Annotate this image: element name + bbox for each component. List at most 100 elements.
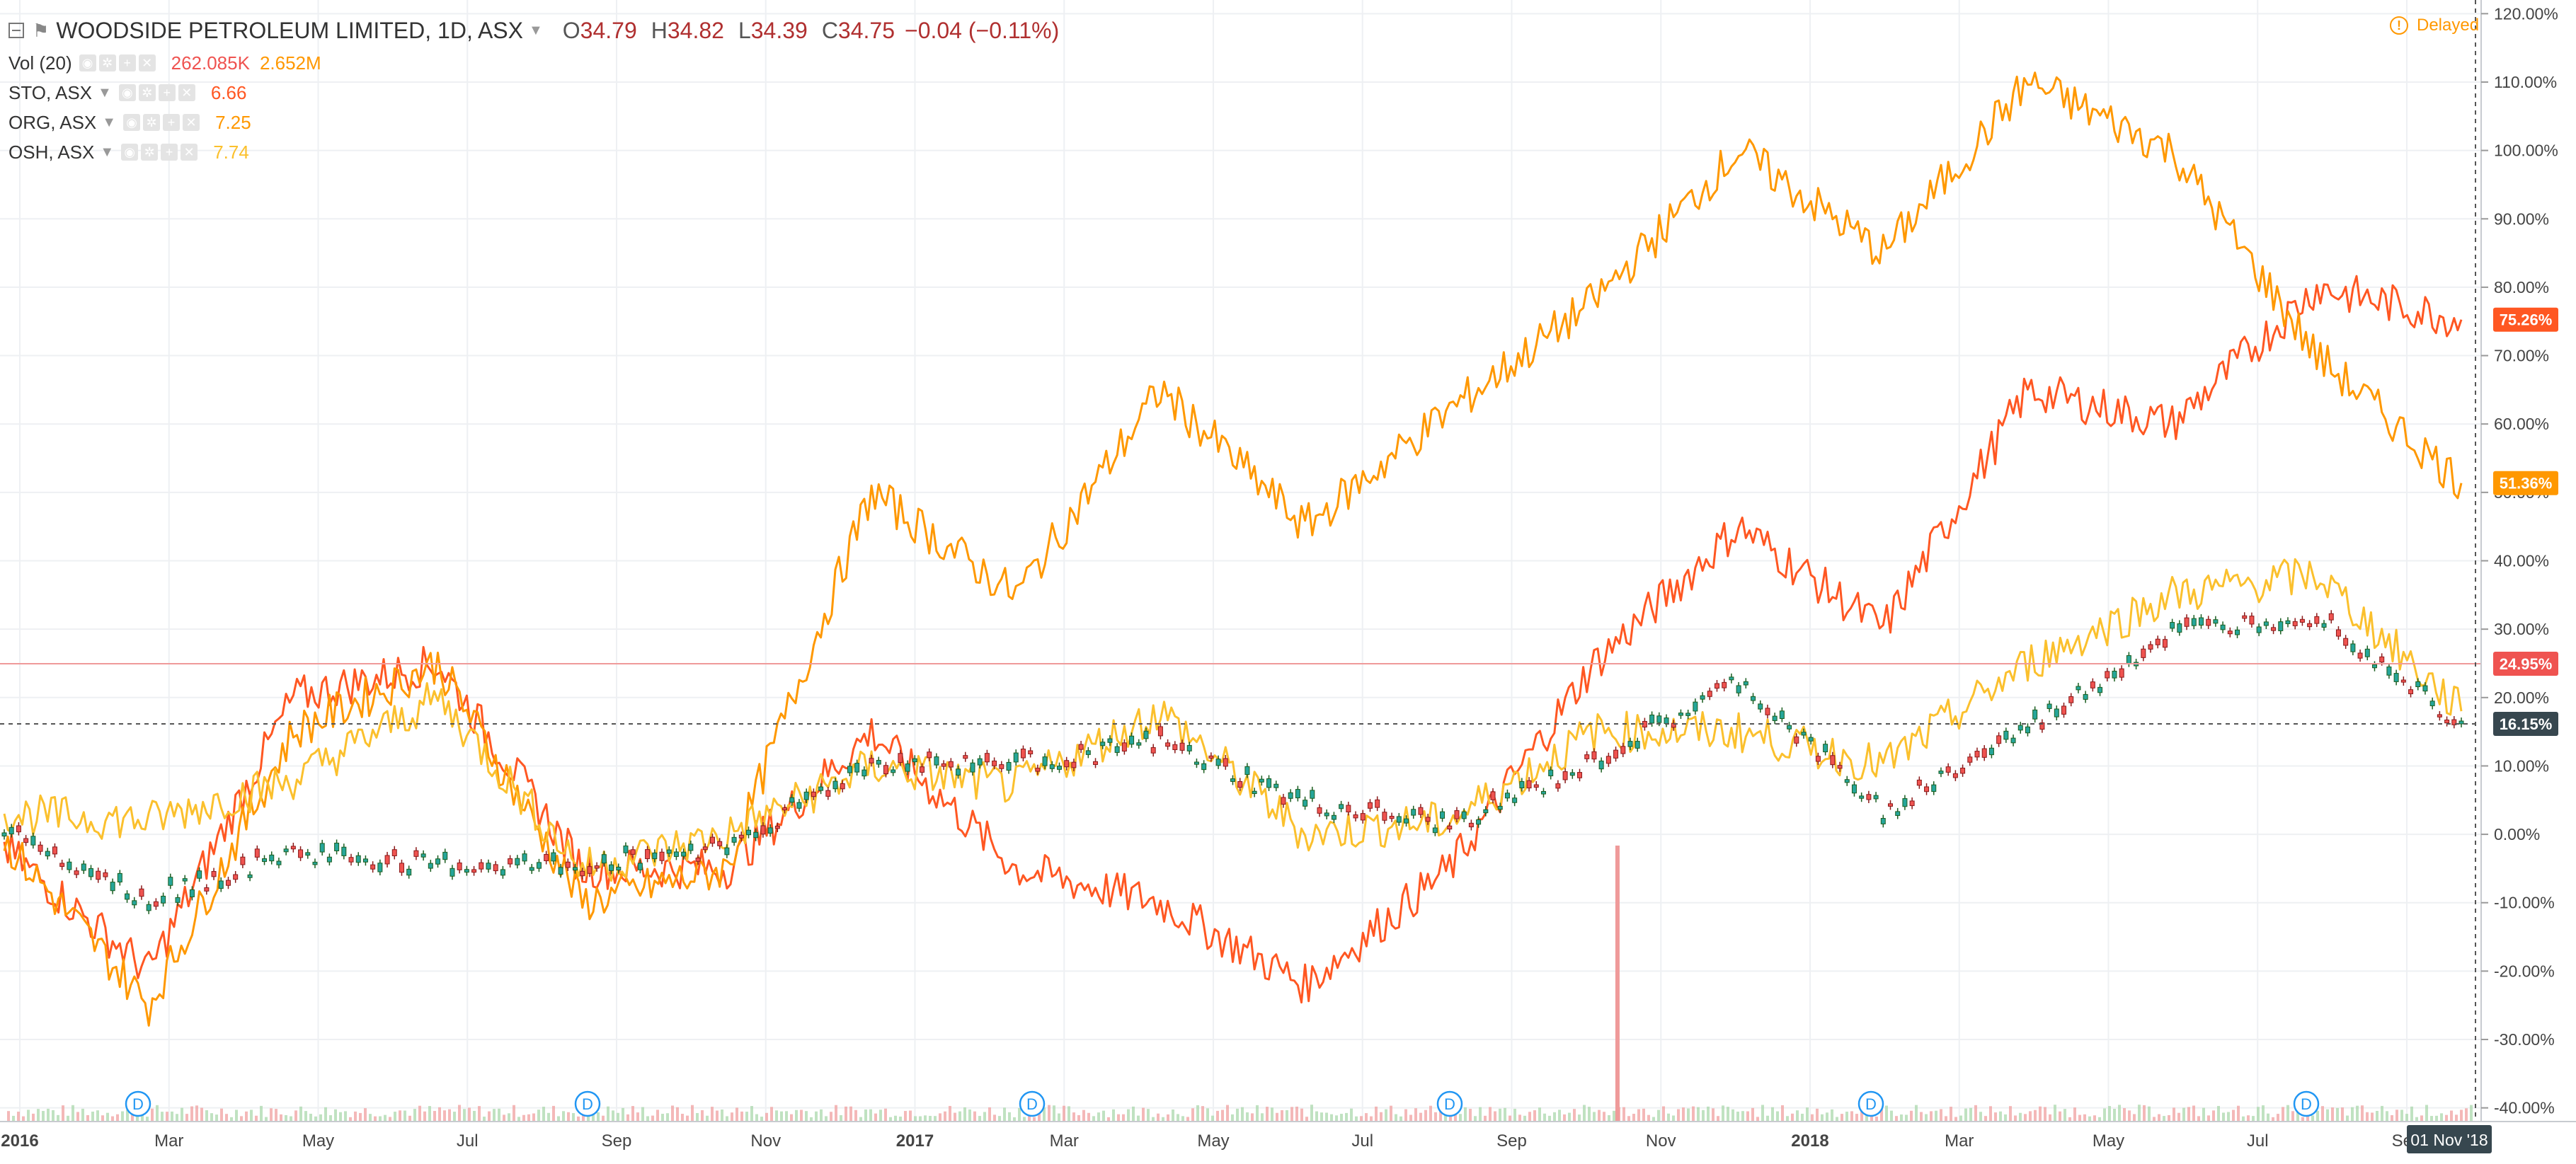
candle-body <box>2112 670 2117 679</box>
indicator-row-sto[interactable]: STO, ASX ▼ ◉ ✲ + ✕ 6.66 <box>8 78 1059 108</box>
main-series-row[interactable]: ⚑ WOODSIDE PETROLEUM LIMITED, 1D, ASX ▼ … <box>8 13 1059 48</box>
symbol-title[interactable]: WOODSIDE PETROLEUM LIMITED, 1D, ASX <box>56 17 523 43</box>
candle-body <box>2068 696 2074 703</box>
gear-icon[interactable]: ✲ <box>141 144 159 161</box>
volume-bar <box>1067 1106 1070 1122</box>
volume-bar <box>2470 1105 2473 1122</box>
candle-body <box>38 844 43 852</box>
candle-body <box>1028 750 1034 754</box>
volume-bar <box>1697 1107 1700 1122</box>
volume-bar <box>299 1106 302 1122</box>
series-line-org-asx <box>3 71 2463 1027</box>
candle-body <box>2393 673 2399 682</box>
candle-body <box>992 760 997 766</box>
volume-bar <box>413 1109 416 1122</box>
close-icon[interactable]: ✕ <box>183 114 200 131</box>
candle-body <box>211 871 217 877</box>
volume-bar <box>1533 1110 1536 1122</box>
dividend-marker[interactable]: D <box>1436 1090 1463 1117</box>
candle-body <box>2285 620 2291 624</box>
volume-bar <box>874 1113 877 1122</box>
gear-icon[interactable]: ✲ <box>98 54 116 71</box>
close-icon[interactable]: ✕ <box>178 84 195 101</box>
candle-body <box>1281 797 1286 805</box>
volume-bar <box>215 1114 218 1122</box>
gear-icon[interactable]: ✲ <box>138 84 156 101</box>
candle-body <box>1967 756 1973 763</box>
more-icon[interactable]: + <box>161 144 178 161</box>
candle-body <box>1411 809 1416 816</box>
delayed-indicator[interactable]: ! Delayed <box>2390 16 2479 35</box>
candle-body <box>1504 793 1510 799</box>
candle-body <box>348 857 354 863</box>
indicator-name[interactable]: OSH, ASX <box>8 141 95 163</box>
more-icon[interactable]: + <box>163 114 181 131</box>
volume-bar <box>1385 1109 1387 1122</box>
indicator-row-org[interactable]: ORG, ASX ▼ ◉ ✲ + ✕ 7.25 <box>8 108 1059 137</box>
volume-bar <box>1038 1112 1041 1122</box>
dividend-marker[interactable]: D <box>574 1090 601 1117</box>
volume-bar <box>854 1110 857 1122</box>
dividend-marker[interactable]: D <box>2293 1090 2320 1117</box>
candle-body <box>515 858 520 865</box>
volume-bar <box>745 1112 748 1122</box>
volume-bar <box>2197 1116 2200 1122</box>
close-icon[interactable]: ✕ <box>138 54 156 71</box>
volume-bar <box>1018 1107 1021 1122</box>
candle-body <box>1512 797 1518 803</box>
more-icon[interactable]: + <box>158 84 176 101</box>
indicator-name[interactable]: Vol (20) <box>8 52 72 74</box>
volume-bar <box>260 1105 263 1122</box>
candle-body <box>1056 766 1062 770</box>
volume-bar <box>339 1112 342 1122</box>
volume-bar <box>1528 1112 1531 1122</box>
volume-bar <box>181 1107 183 1122</box>
volume-bar <box>185 1114 188 1122</box>
volume-bar <box>101 1115 104 1122</box>
volume-bar <box>1325 1112 1328 1122</box>
candle-body <box>1988 747 1994 756</box>
current-date-bg <box>2407 1125 2492 1153</box>
volume-bar <box>493 1109 496 1122</box>
eye-icon[interactable]: ◉ <box>123 114 141 131</box>
chevron-down-icon[interactable]: ▼ <box>528 22 543 38</box>
volume-bar <box>428 1106 431 1122</box>
eye-icon[interactable]: ◉ <box>118 84 136 101</box>
volume-bar <box>735 1107 738 1122</box>
dividend-marker[interactable]: D <box>1857 1090 1884 1117</box>
volume-bar <box>686 1115 689 1122</box>
more-icon[interactable]: + <box>118 54 136 71</box>
dividend-label: D <box>582 1095 593 1113</box>
chevron-down-icon[interactable]: ▼ <box>100 144 115 160</box>
candle-body <box>1193 761 1199 765</box>
volume-bar <box>1677 1109 1680 1122</box>
candle-body <box>927 751 932 759</box>
gear-icon[interactable]: ✲ <box>143 114 161 131</box>
candle-body <box>2191 618 2197 626</box>
indicator-name[interactable]: ORG, ASX <box>8 111 97 133</box>
candle-body <box>30 836 36 846</box>
close-icon[interactable]: ✕ <box>181 144 198 161</box>
indicator-row-vol[interactable]: Vol (20) ◉ ✲ + ✕ 262.085K 2.652M <box>8 48 1059 78</box>
candle-body <box>305 852 311 856</box>
dividend-marker[interactable]: D <box>125 1090 151 1117</box>
eye-icon[interactable]: ◉ <box>79 54 96 71</box>
candle-body <box>2090 681 2095 688</box>
volume-bar <box>7 1111 10 1122</box>
collapse-icon[interactable] <box>8 23 24 38</box>
volume-bar <box>800 1110 803 1122</box>
chevron-down-icon[interactable]: ▼ <box>102 114 117 130</box>
indicator-row-osh[interactable]: OSH, ASX ▼ ◉ ✲ + ✕ 7.74 <box>8 137 1059 167</box>
dividend-marker[interactable]: D <box>1019 1090 1046 1117</box>
volume-bar <box>934 1116 937 1122</box>
volume-bar <box>210 1113 213 1122</box>
volume-bar <box>795 1110 798 1122</box>
low-label: L <box>738 17 751 43</box>
flag-icon[interactable]: ⚑ <box>33 19 50 41</box>
eye-icon[interactable]: ◉ <box>121 144 139 161</box>
indicator-name[interactable]: STO, ASX <box>8 81 93 103</box>
volume-bar <box>81 1108 84 1122</box>
chevron-down-icon[interactable]: ▼ <box>98 84 112 100</box>
